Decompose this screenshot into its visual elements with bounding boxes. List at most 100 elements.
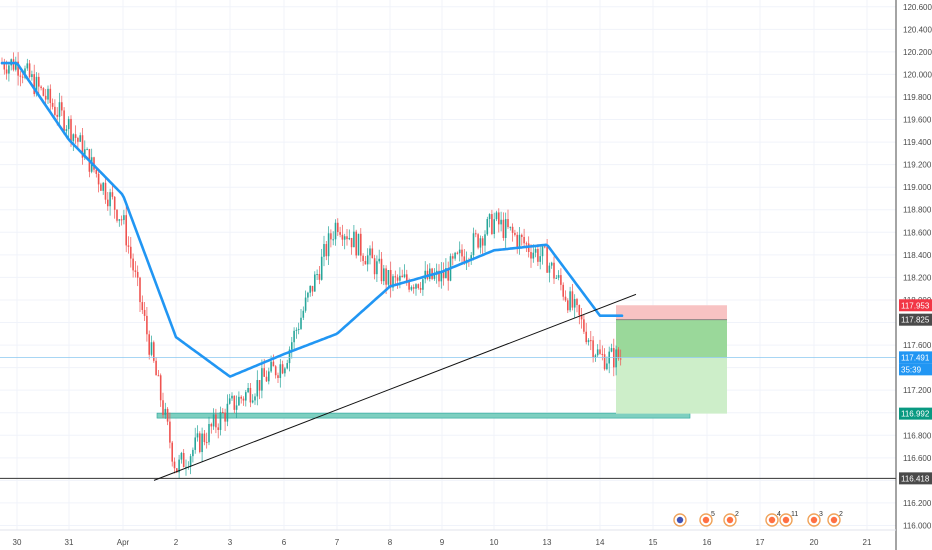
candle-body [498,212,500,225]
candle-body [332,239,334,241]
event-marker-icon[interactable]: 2 [827,511,843,527]
candle-body [385,268,387,285]
support-zone [156,412,691,419]
candle-body [396,277,399,281]
event-marker-icon[interactable] [673,513,687,527]
y-tick-label: 119.200 [903,161,932,170]
candle-body [199,433,201,453]
candle-body [355,231,357,256]
y-tick-label: 120.200 [903,48,932,57]
candle-body [410,287,413,290]
candle-body [424,270,426,280]
candle-body [136,271,139,278]
candle-body [77,137,79,142]
events[interactable]: 5 2 4 11 3 2 [673,511,843,527]
candle-body [63,110,65,132]
candle-body [240,396,242,399]
candle-body [500,219,502,225]
x-tick-label: 13 [543,538,552,547]
candle-body [111,192,114,197]
y-tick-label: 117.600 [903,341,932,350]
candle-body [5,69,8,74]
zones [156,305,727,419]
candle-body [61,102,63,111]
candle-body [309,285,311,293]
candle-body [555,277,558,279]
candle-body [54,106,56,115]
candle-body [479,238,482,248]
candle-body [550,262,553,266]
event-marker-icon[interactable]: 5 [699,511,715,527]
candle-body [590,340,592,342]
x-tick-label: 17 [756,538,765,547]
candle-body [291,342,293,350]
x-tick-label: 6 [282,538,287,547]
candle-body [93,157,95,170]
candle-body [440,271,443,282]
event-count-label: 2 [735,511,739,518]
candle-body [456,252,459,254]
candle-body [141,302,144,310]
candle-body [74,134,77,138]
candle-body [153,342,155,361]
candle-body [553,262,555,279]
candle-body [72,134,75,141]
candle-body [258,380,261,391]
y-tick-label: 119.400 [903,138,932,147]
candle-body [281,364,284,374]
candle-body [346,236,348,240]
candle-body [261,368,263,391]
event-marker-icon[interactable]: 11 [779,511,798,527]
x-tick-label: 21 [863,538,872,547]
candle-body [224,412,226,422]
candle-body [107,199,109,207]
y-tick-label: 116.000 [903,521,932,530]
candle-body [461,249,463,257]
candle-body [569,291,571,311]
candle-body [438,270,440,282]
candle-body [486,219,489,235]
candle-body [348,237,351,240]
candle-body [272,361,275,367]
candle-body [33,74,35,95]
candle-body [472,233,475,256]
candle-body [488,214,491,220]
candle-body [302,310,305,318]
candle-body [56,114,58,117]
candle-body [596,349,599,356]
candle-body [562,284,564,297]
candle-body [557,275,560,278]
candle-body [399,275,401,281]
candle-body [615,349,617,368]
x-tick-label: 14 [596,538,605,547]
candle-body [67,118,70,130]
candle-body [376,261,378,275]
event-marker-icon[interactable]: 3 [807,511,823,527]
candle-body [406,274,408,282]
x-tick-label: 30 [13,538,22,547]
y-tick-label: 118.800 [903,206,932,215]
candle-body [3,63,6,70]
event-marker-icon[interactable]: 4 [765,511,781,527]
candle-body [182,452,185,468]
candle-body [452,256,454,259]
candle-body [26,63,29,69]
candle-body [58,102,61,117]
candle-body [251,400,254,403]
x-tick-label: 3 [228,538,233,547]
candle-body [521,234,523,237]
candle-body [412,287,415,289]
candle-body [445,268,447,279]
candle-body [293,330,295,343]
candle-body [458,249,461,254]
candle-body [226,403,229,422]
y-tick-label: 118.600 [903,228,932,237]
candle-body [585,331,587,343]
event-marker-icon[interactable]: 2 [723,511,739,527]
candle-body [256,380,259,397]
candle-body [81,135,84,158]
candle-body [539,256,541,262]
